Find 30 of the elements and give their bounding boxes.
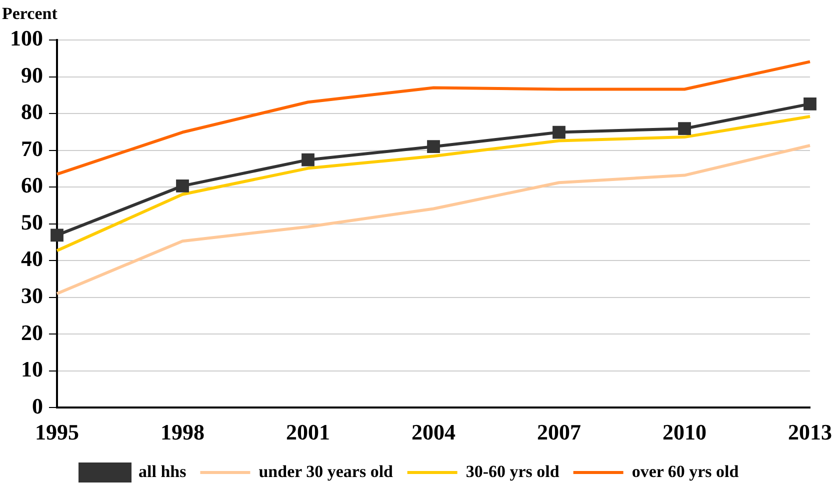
x-tick-label: 1995 (35, 419, 79, 444)
point (427, 140, 440, 154)
x-tick-label: 2001 (286, 419, 330, 444)
point (50, 228, 64, 242)
y-tick-label: 20 (21, 320, 43, 345)
legend-label: all hhs (138, 462, 187, 481)
y-tick-label: 70 (21, 136, 43, 161)
y-tick-label: 100 (10, 26, 43, 51)
point (678, 122, 691, 136)
legend-label: over 60 yrs old (632, 462, 740, 481)
legend-label: under 30 years old (258, 462, 394, 481)
point (302, 153, 314, 166)
x-tick-label: 1998 (160, 419, 204, 444)
y-tick-label: 60 (21, 172, 43, 198)
x-tick-label: 2004 (412, 419, 456, 444)
y-tick-label: 90 (21, 62, 43, 88)
legend-label: 30-60 yrs old (466, 462, 560, 481)
y-tick-label: 80 (21, 99, 43, 124)
y-tick-label: 0 (32, 393, 43, 418)
y-tick-label: 40 (21, 246, 43, 272)
x-tick-label: 2010 (662, 419, 706, 444)
x-tick-label: 2013 (788, 419, 832, 444)
y-axis-title: Percent (2, 4, 58, 24)
point (176, 179, 189, 192)
point (804, 98, 816, 110)
y-tick-label: 50 (21, 209, 43, 234)
x-tick-label: 2007 (537, 419, 581, 444)
point (552, 126, 566, 139)
y-tick-label: 30 (21, 283, 43, 308)
y-tick-label: 10 (21, 356, 43, 382)
